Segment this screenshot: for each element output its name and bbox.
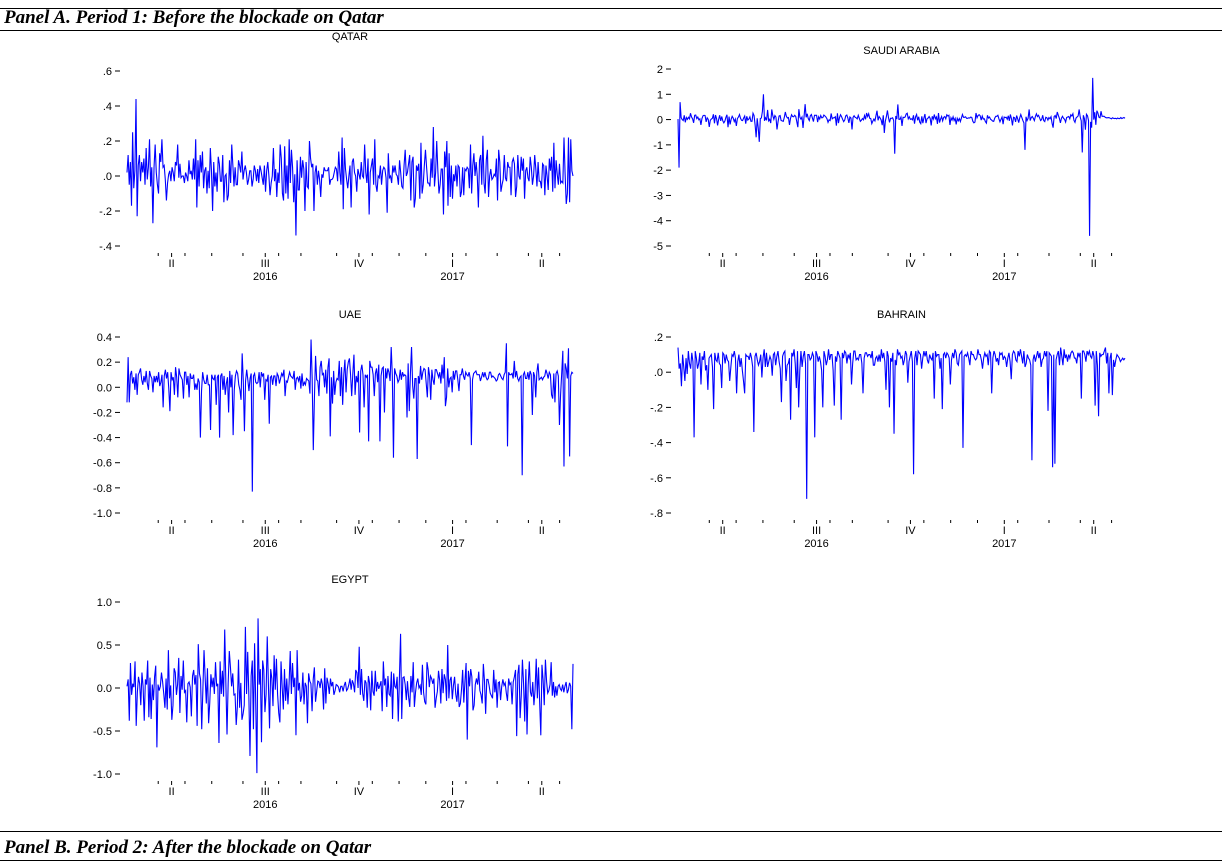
uae-y-tick-label: -0.6 [93, 458, 112, 470]
panel-a-title-rule [0, 30, 1222, 31]
uae-y-tick-label: -0.8 [93, 483, 112, 495]
egypt-chart-title: EGYPT [331, 574, 369, 586]
egypt-y-tick-label: 1.0 [97, 597, 112, 609]
uae-x-quarter-label: II [539, 525, 545, 537]
uae-x-quarter-label: II [169, 525, 175, 537]
uae-y-tick-label: -0.4 [93, 433, 112, 445]
qatar-x-quarter-label: III [261, 258, 270, 270]
egypt-y-tick-label: -0.5 [93, 726, 112, 738]
qatar-x-quarter-label: II [539, 258, 545, 270]
uae-x-year-label: 2017 [440, 538, 464, 550]
panel-a-top-rule [0, 8, 1222, 9]
egypt-x-year-label: 2017 [440, 799, 464, 811]
saudi-arabia-series-line [677, 77, 1126, 236]
bahrain-y-tick-label: -.4 [650, 438, 663, 450]
panel-b-top-rule [0, 831, 1222, 832]
saudi-arabia-x-quarter-label: II [1091, 258, 1097, 270]
saudi-arabia-y-tick-label: -2 [653, 165, 663, 177]
egypt-x-quarter-label: II [539, 786, 545, 798]
qatar-x-year-label: 2017 [440, 271, 464, 283]
saudi-arabia-x-quarter-label: I [1003, 258, 1006, 270]
uae-chart-title: UAE [339, 309, 362, 321]
egypt-x-year-label: 2016 [253, 799, 277, 811]
saudi-arabia-x-quarter-label: III [812, 258, 821, 270]
qatar-chart-title: QATAR [332, 31, 368, 43]
qatar-y-tick-label: -.2 [99, 206, 112, 218]
uae-y-tick-label: 0.2 [97, 357, 112, 369]
saudi-arabia-chart-title: SAUDI ARABIA [863, 45, 940, 57]
bahrain-x-year-label: 2017 [992, 538, 1016, 550]
bahrain-x-quarter-label: III [812, 525, 821, 537]
qatar-series-line [126, 98, 574, 236]
egypt-x-quarter-label: II [169, 786, 175, 798]
bahrain-x-year-label: 2016 [804, 538, 828, 550]
uae-x-quarter-label: IV [354, 525, 365, 537]
egypt-y-tick-label: -1.0 [93, 769, 112, 781]
qatar-y-tick-label: -.4 [99, 241, 112, 253]
bahrain-y-tick-label: .0 [654, 367, 663, 379]
uae-y-tick-label: -0.2 [93, 407, 112, 419]
qatar-y-tick-label: .0 [103, 171, 112, 183]
bahrain-y-tick-label: -.8 [650, 508, 663, 520]
saudi-arabia-y-tick-label: 0 [657, 115, 663, 127]
saudi-arabia-x-quarter-label: IV [905, 258, 916, 270]
qatar-y-tick-label: .6 [103, 66, 112, 78]
uae-x-quarter-label: I [451, 525, 454, 537]
bahrain-y-tick-label: -.2 [650, 402, 663, 414]
saudi-arabia-y-tick-label: -5 [653, 241, 663, 253]
bahrain-x-quarter-label: II [720, 525, 726, 537]
uae-series-line [126, 339, 574, 492]
bahrain-x-quarter-label: IV [905, 525, 916, 537]
uae-x-year-label: 2016 [253, 538, 277, 550]
qatar-y-tick-label: .2 [103, 136, 112, 148]
qatar-x-quarter-label: II [169, 258, 175, 270]
saudi-arabia-y-tick-label: 1 [657, 89, 663, 101]
bahrain-series-line [677, 347, 1126, 499]
egypt-series-line [126, 618, 574, 774]
qatar-x-year-label: 2016 [253, 271, 277, 283]
saudi-arabia-y-tick-label: -4 [653, 216, 663, 228]
egypt-x-quarter-label: IV [354, 786, 365, 798]
bahrain-x-quarter-label: I [1003, 525, 1006, 537]
qatar-x-quarter-label: I [451, 258, 454, 270]
saudi-arabia-x-year-label: 2016 [804, 271, 828, 283]
panel-b-title: Panel B. Period 2: After the blockade on… [4, 837, 372, 858]
saudi-arabia-y-tick-label: -1 [653, 140, 663, 152]
egypt-y-tick-label: 0.0 [97, 683, 112, 695]
bahrain-y-tick-label: -.6 [650, 473, 663, 485]
saudi-arabia-x-quarter-label: II [720, 258, 726, 270]
uae-x-quarter-label: III [261, 525, 270, 537]
uae-y-tick-label: 0.4 [97, 332, 112, 344]
egypt-x-quarter-label: III [261, 786, 270, 798]
saudi-arabia-x-year-label: 2017 [992, 271, 1016, 283]
panel-b-title-rule [0, 860, 1222, 861]
saudi-arabia-y-tick-label: 2 [657, 64, 663, 76]
egypt-y-tick-label: 0.5 [97, 640, 112, 652]
uae-y-tick-label: 0.0 [97, 382, 112, 394]
egypt-x-quarter-label: I [451, 786, 454, 798]
bahrain-x-quarter-label: II [1091, 525, 1097, 537]
bahrain-chart-title: BAHRAIN [877, 309, 926, 321]
qatar-x-quarter-label: IV [354, 258, 365, 270]
bahrain-y-tick-label: .2 [654, 332, 663, 344]
qatar-y-tick-label: .4 [103, 101, 112, 113]
saudi-arabia-y-tick-label: -3 [653, 190, 663, 202]
panel-a-title: Panel A. Period 1: Before the blockade o… [4, 7, 384, 28]
uae-y-tick-label: -1.0 [93, 508, 112, 520]
